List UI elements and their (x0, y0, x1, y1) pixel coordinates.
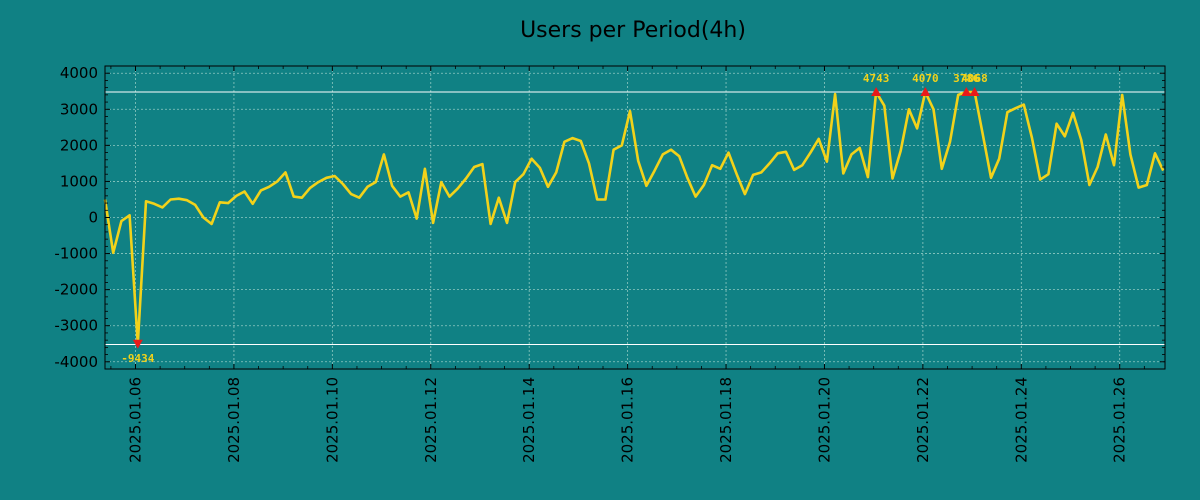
y-tick-label: -4000 (54, 353, 98, 371)
trough-marker (132, 339, 143, 349)
y-tick-label: -1000 (54, 245, 98, 263)
annotation-label: 3786 (953, 72, 980, 85)
reference-lines (105, 91, 1165, 345)
x-axis-ticks: 2025.01.06 2025.01.08 2025.01.10 2025.01.12… (110, 66, 1145, 463)
x-tick-label: 2025.01.20 (815, 377, 833, 463)
x-tick-label: 2025.01.16 (619, 377, 637, 463)
series-line-users (103, 90, 1165, 346)
x-tick-label: 2025.01.26 (1111, 377, 1129, 463)
x-tick-label: 2025.01.08 (225, 377, 243, 463)
x-tick-label: 2025.01.12 (422, 377, 440, 463)
y-axis-ticks: 4000 3000 2000 1000 0 -1000 -2000 -3000 -4000 (54, 64, 1165, 371)
x-tick-label: 2025.01.22 (914, 377, 932, 463)
x-tick-label: 2025.01.24 (1012, 377, 1030, 463)
x-tick-label: 2025.01.18 (717, 377, 735, 463)
annotation-label: 4070 (912, 72, 939, 85)
y-tick-label: -2000 (54, 281, 98, 299)
peak-marker (969, 86, 980, 96)
y-tick-label: 3000 (60, 100, 98, 118)
annotation-label: 4068 (961, 72, 988, 85)
chart-title: Users per Period(4h) (520, 18, 746, 43)
y-tick-label: 4000 (60, 64, 98, 82)
y-tick-label: 0 (88, 209, 98, 227)
y-tick-label: -3000 (54, 317, 98, 335)
plot-area (103, 90, 1165, 346)
x-tick-label: 2025.01.06 (127, 377, 145, 463)
peak-marker (871, 86, 882, 96)
annotation-label: 4743 (863, 72, 890, 85)
x-tick-label: 2025.01.14 (520, 377, 538, 463)
peak-marker (961, 86, 972, 96)
grid-lines (105, 66, 1165, 369)
x-tick-label: 2025.01.10 (323, 377, 341, 463)
annotation-label: -9434 (121, 352, 154, 365)
y-tick-label: 1000 (60, 172, 98, 190)
peak-marker (920, 86, 931, 96)
y-tick-label: 2000 (60, 136, 98, 154)
